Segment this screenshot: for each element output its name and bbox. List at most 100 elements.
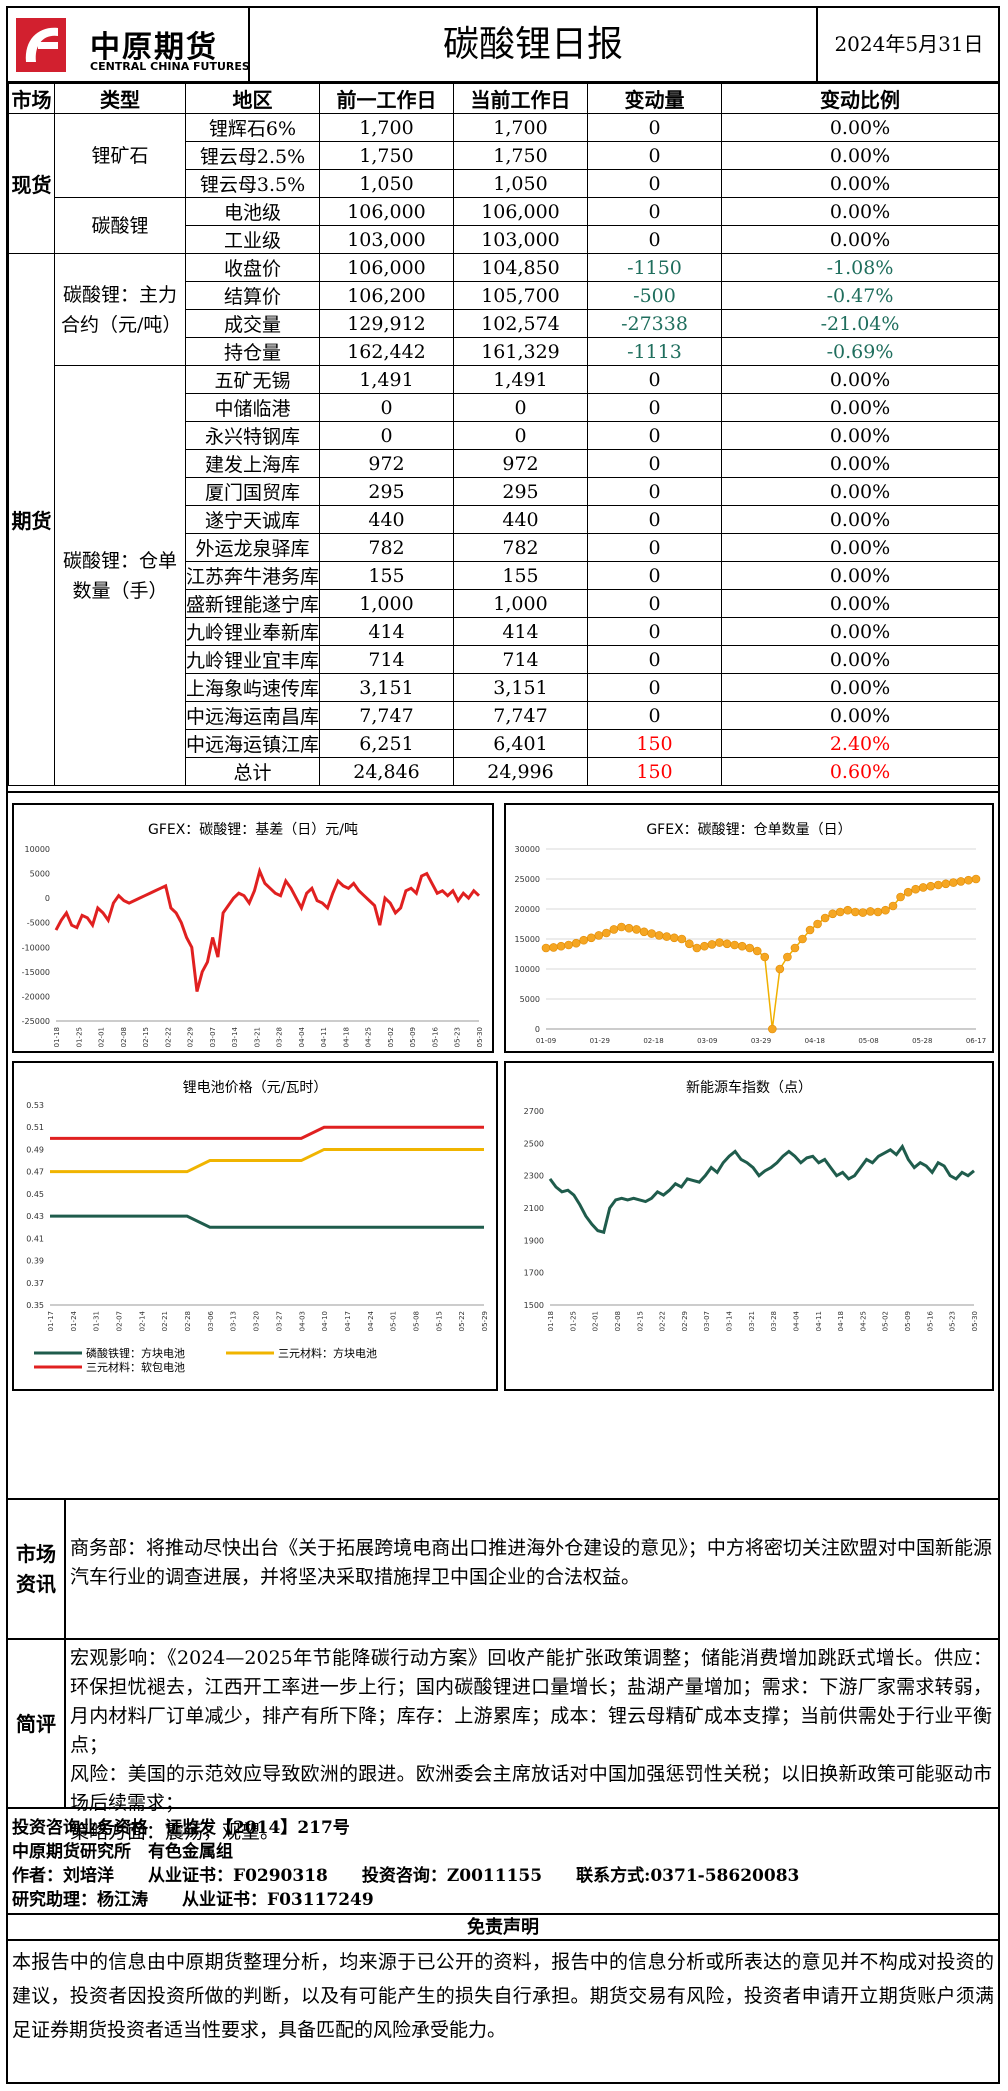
cell-prev: 414: [319, 617, 454, 646]
disclaimer-text: 本报告中的信息由中原期货整理分析，均来源于已公开的资料，报告中的信息分析或所表达…: [12, 1951, 994, 2041]
data-point: [971, 874, 981, 884]
x-tick-label: 03-21: [253, 1027, 261, 1047]
market-news-text: 商务部：将推动尽快出台《关于拓展跨境电商出口推进海外仓建设的意见》；中方将密切关…: [70, 1537, 992, 1588]
group-ore: 锂矿石: [54, 113, 186, 198]
x-tick-label: 03-07: [703, 1311, 711, 1331]
x-tick-label: 05-16: [431, 1026, 439, 1047]
cell-change: -500: [587, 281, 722, 310]
data-point: [715, 938, 724, 947]
cell-region: 中储临港: [185, 393, 320, 422]
cell-curr: 6,401: [453, 729, 588, 758]
legend-label: 三元材料：软包电池: [86, 1360, 185, 1374]
y-tick-label: 2700: [524, 1107, 544, 1116]
x-tick-label: 05-16: [926, 1310, 934, 1331]
x-tick-label: 01-17: [47, 1311, 55, 1331]
data-point: [571, 938, 581, 948]
data-point: [813, 919, 822, 929]
cell-curr: 1,750: [453, 141, 588, 170]
data-point: [647, 929, 656, 938]
cell-region: 建发上海库: [185, 449, 320, 478]
cell-region: 外运龙泉驿库: [185, 533, 320, 562]
x-tick-label: 03-21: [748, 1311, 756, 1331]
cell-region: 永兴特钢库: [185, 421, 320, 450]
x-tick-label: 04-25: [859, 1311, 867, 1331]
x-tick-label: 03-07: [209, 1027, 217, 1047]
y-tick-label: 0.39: [26, 1257, 44, 1266]
x-tick-label: 01-09: [536, 1037, 556, 1045]
data-point: [941, 879, 951, 889]
cell-curr: 105,700: [453, 281, 588, 310]
table-row: 总计 24,846 24,996 150 0.60%: [9, 757, 999, 786]
data-point: [624, 923, 634, 933]
table-row: 九岭锂业宜丰库 714 714 0 0.00%: [9, 645, 999, 674]
data-point: [881, 905, 890, 915]
market-futures: 期货: [8, 253, 55, 786]
data-point: [632, 925, 641, 934]
data-point: [745, 943, 754, 953]
cell-region: 遂宁天诚库: [185, 505, 320, 534]
cell-region: 盛新锂能遂宁库: [185, 589, 320, 618]
cell-region: 收盘价: [185, 253, 320, 282]
x-tick-label: 02-15: [142, 1027, 150, 1047]
cell-curr: 1,050: [453, 169, 588, 198]
cell-region: 上海象屿速传库: [185, 673, 320, 702]
charts-section: GFEX：碳酸锂：基差（日）元/吨 10000 5000 0 -5000 -10000 -…: [8, 791, 998, 1471]
y-tick-label: 5000: [520, 995, 540, 1004]
x-tick-label: 01-18: [53, 1027, 61, 1047]
data-point: [911, 884, 920, 894]
cell-prev: 103,000: [319, 225, 454, 254]
table-row: 碳酸锂：仓单数量（手） 五矿无锡 1,491 1,491 0 0.00%: [9, 365, 999, 786]
cell-prev: 295: [319, 477, 454, 506]
x-tick-label: 01-25: [569, 1311, 577, 1331]
x-tick-label: 03-28: [276, 1027, 284, 1047]
x-tick-label: 05-23: [949, 1311, 957, 1331]
report-page: 中原期货 CENTRAL CHINA FUTURES 碳酸锂日报 2024年5月…: [6, 6, 1000, 2084]
cell-change: -1113: [587, 337, 722, 366]
y-tick-label: 2100: [524, 1204, 544, 1213]
data-point: [949, 878, 958, 887]
x-tick-label: 05-09: [904, 1311, 912, 1331]
cell-curr: 1,700: [453, 113, 588, 142]
x-tick-label: 04-10: [321, 1311, 329, 1331]
x-tick-label: 02-29: [681, 1311, 689, 1331]
x-tick-label: 03-06: [207, 1310, 215, 1331]
review-body: 宏观影响：《2024—2025年节能降碳行动方案》回收产能扩张政策调整；储能消费…: [70, 1644, 992, 1847]
x-tick-label: 04-04: [298, 1026, 306, 1047]
cell-prev: 1,750: [319, 141, 454, 170]
data-point: [843, 905, 853, 915]
series-line: [50, 1214, 484, 1229]
table-row: 中远海运镇江库 6,251 6,401 150 2.40%: [9, 729, 999, 758]
battery-price-chart: 锂电池价格（元/瓦时） 0.53 0.51 0.49 0.47 0.45 0.43 0.41…: [12, 1061, 498, 1391]
cell-curr: 1,000: [453, 589, 588, 618]
cell-pct: 2.40%: [721, 729, 999, 758]
market-spot: 现货: [8, 113, 55, 254]
cell-curr: 7,747: [453, 701, 588, 730]
x-tick-label: 02-15: [636, 1311, 644, 1331]
cell-prev: 1,491: [319, 365, 454, 394]
cell-pct: 0.00%: [721, 393, 999, 422]
y-tick-label: 1700: [524, 1269, 544, 1278]
cell-prev: 6,251: [319, 729, 454, 758]
data-point: [918, 883, 928, 892]
author-info: 投资咨询业务资格 证监发【2014】217号 中原期货研究所 有色金属组 作者：…: [8, 1807, 998, 1987]
x-tick-label: 03-28: [770, 1311, 778, 1331]
x-tick-label: 05-08: [858, 1037, 878, 1045]
cell-curr: 0: [453, 421, 588, 450]
y-tick-label: 25000: [515, 875, 540, 884]
x-tick-label: 02-08: [614, 1311, 622, 1331]
legend-label: 磷酸铁锂：方块电池: [86, 1346, 185, 1360]
cell-region: 电池级: [185, 197, 320, 226]
cell-region: 五矿无锡: [185, 365, 320, 394]
data-point: [798, 934, 807, 944]
cell-pct: 0.00%: [721, 477, 999, 506]
cell-pct: 0.60%: [721, 757, 999, 786]
y-tick-label: 0.43: [26, 1212, 44, 1221]
data-point: [564, 940, 573, 950]
data-point: [662, 932, 672, 941]
data-point: [700, 941, 709, 951]
x-tick-label: 04-18: [342, 1027, 350, 1047]
cell-prev: 1,700: [319, 113, 454, 142]
x-tick-label: 02-07: [116, 1311, 124, 1331]
cell-pct: 0.00%: [721, 589, 999, 618]
review-paragraph: 策略方面：震荡，观望。: [70, 1821, 280, 1843]
